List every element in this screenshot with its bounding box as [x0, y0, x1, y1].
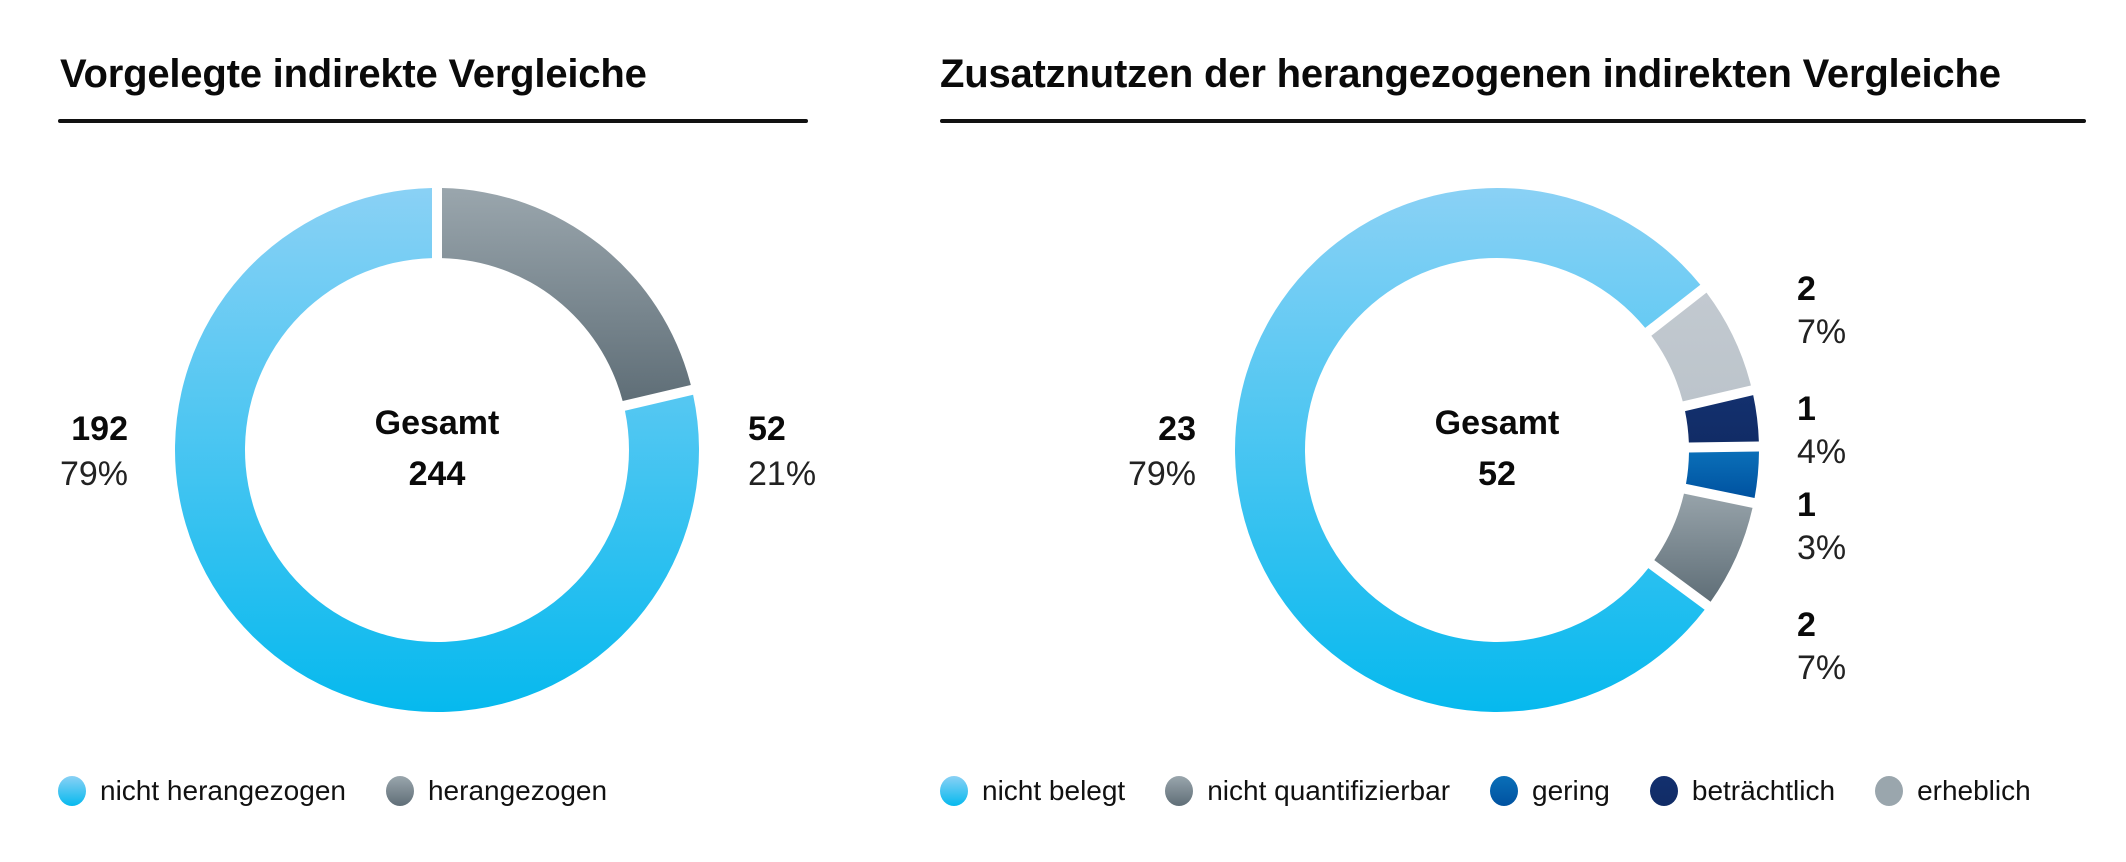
percent-label-nicht-quantifizierbar: 7%	[1797, 649, 1846, 687]
slice-nicht-quantifizierbar	[1654, 493, 1753, 602]
percent-label-betraechtlich: 4%	[1797, 433, 1846, 471]
percent-label-gering: 3%	[1797, 529, 1846, 567]
center-total: 244	[409, 455, 466, 493]
legend-swatch-icon	[385, 776, 414, 806]
title-underline-right	[940, 119, 2086, 123]
legend-label: nicht quantifizierbar	[1207, 775, 1451, 806]
percent-label-nicht-herangezogen: 79%	[60, 455, 128, 493]
legend-label: nicht belegt	[982, 775, 1126, 806]
legend-swatch-icon	[1875, 776, 1904, 806]
chart-title-left: Vorgelegte indirekte Vergleiche	[60, 52, 647, 96]
donut-chart-right: 23 79% 2 7% 1 4% 1 3% 2 7% Gesamt 52	[1128, 187, 1846, 712]
legend-swatch-icon	[1490, 776, 1519, 806]
legend-swatch-icon	[58, 776, 86, 806]
legend-swatch-icon	[1649, 776, 1678, 806]
donut-chart-left: 192 79% 52 21% Gesamt 244	[60, 188, 816, 712]
slice-gering	[1685, 451, 1759, 499]
chart-title-right: Zusatznutzen der herangezogenen indirekt…	[940, 52, 2001, 96]
legend-item-herangezogen: herangezogen	[385, 775, 608, 807]
percent-label-erheblich: 7%	[1797, 313, 1846, 351]
legend-item-erheblich: erheblich	[1875, 775, 2031, 807]
value-label-nicht-belegt: 23	[1158, 410, 1196, 448]
legend-left: nicht herangezogen herangezogen	[58, 775, 647, 807]
legend-label: herangezogen	[427, 775, 608, 806]
legend-swatch-icon	[1165, 776, 1194, 806]
value-label-gering: 1	[1797, 486, 1816, 524]
percent-label-herangezogen: 21%	[748, 455, 816, 493]
slice-erheblich	[1651, 292, 1751, 402]
legend-item-betraechtlich: beträchtlich	[1649, 775, 1836, 807]
legend-label: beträchtlich	[1691, 775, 1836, 806]
legend-swatch-icon	[940, 776, 968, 806]
center-label: Gesamt	[1435, 404, 1560, 442]
title-underline-left	[58, 119, 808, 123]
center-label: Gesamt	[375, 404, 500, 442]
slice-nicht-belegt	[1235, 187, 1705, 712]
legend-item-nicht-belegt: nicht belegt	[940, 775, 1125, 807]
legend-item-nicht-herangezogen: nicht herangezogen	[58, 775, 346, 807]
value-label-nicht-quantifizierbar: 2	[1797, 606, 1816, 644]
legend-right: nicht belegt nicht quantifizierbar gering b…	[940, 775, 2071, 807]
slice-herangezogen	[441, 188, 691, 402]
value-label-herangezogen: 52	[748, 410, 786, 448]
legend-label: gering	[1532, 775, 1610, 806]
percent-label-nicht-belegt: 79%	[1128, 455, 1196, 493]
value-label-erheblich: 2	[1797, 270, 1816, 308]
legend-label: erheblich	[1917, 775, 2031, 806]
legend-label: nicht herangezogen	[100, 775, 346, 806]
value-label-betraechtlich: 1	[1797, 390, 1816, 428]
value-label-nicht-herangezogen: 192	[71, 410, 128, 448]
legend-item-gering: gering	[1490, 775, 1610, 807]
slice-betraechtlich	[1685, 395, 1759, 443]
legend-item-nicht-quantifizierbar: nicht quantifizierbar	[1165, 775, 1450, 807]
center-total: 52	[1478, 455, 1516, 493]
